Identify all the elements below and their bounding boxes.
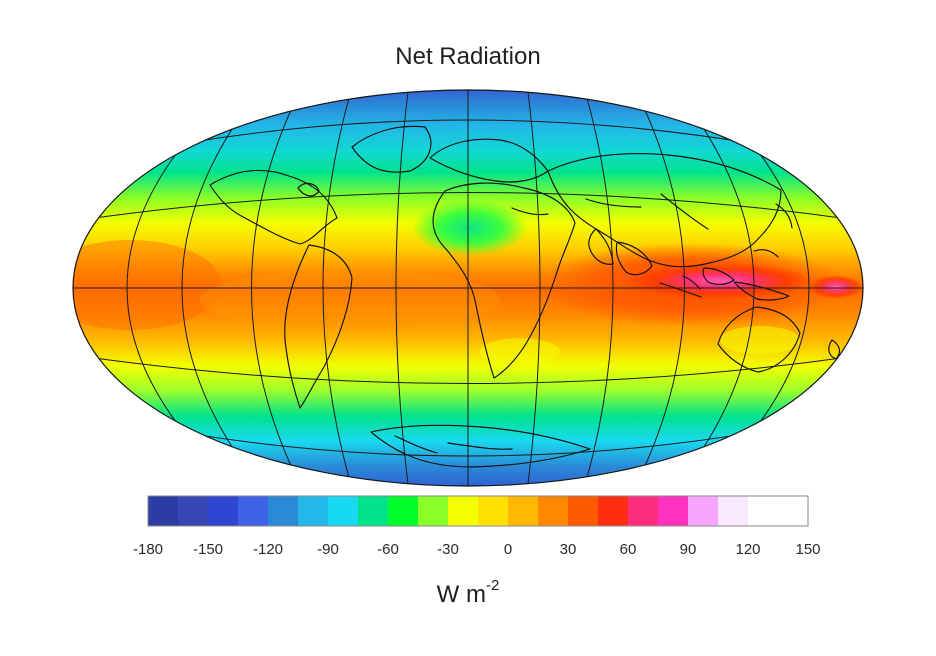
colorbar-bin-3 <box>208 496 238 526</box>
legend-tick-120: 120 <box>735 541 761 558</box>
colorbar-bin-4 <box>238 496 268 526</box>
colorbar-bin-14 <box>538 496 568 526</box>
colorbar-bin-12 <box>478 496 508 526</box>
graticule <box>73 90 863 486</box>
legend-tick-minus-150: -150 <box>192 541 224 558</box>
colorbar-bin-18 <box>658 496 688 526</box>
legend-tick-minus-30: -30 <box>437 541 459 558</box>
colorbar-bin-13 <box>508 496 538 526</box>
colorbar-bin-8 <box>358 496 388 526</box>
legend-units: W m-2 <box>0 574 936 610</box>
colorbar-bin-7 <box>328 496 358 526</box>
map-outline <box>72 89 864 487</box>
coastlines <box>209 125 841 468</box>
colorbar-bin-11 <box>448 496 478 526</box>
colorbar-bin-5 <box>268 496 298 526</box>
colorbar-frame <box>147 495 809 527</box>
colorbar-bin-2 <box>178 496 208 526</box>
legend-tick-60: 60 <box>619 541 637 558</box>
colorbar-bin-15 <box>568 496 598 526</box>
colorbar-bin-9 <box>388 496 418 526</box>
legend-tick-30: 30 <box>559 541 577 558</box>
colorbar <box>147 495 809 527</box>
colorbar-bin-20 <box>718 496 748 526</box>
legend-tick-minus-90: -90 <box>317 541 339 558</box>
chart-title: Net Radiation <box>395 43 541 70</box>
colorbar-bin-17 <box>628 496 658 526</box>
legend-tick-150: 150 <box>795 541 821 558</box>
legend-units-base: W m <box>436 581 486 608</box>
colorbar-bin-19 <box>688 496 718 526</box>
legend-tick-minus-60: -60 <box>377 541 399 558</box>
legend-tick-minus-180: -180 <box>132 541 164 558</box>
colorbar-bin-16 <box>598 496 628 526</box>
colorbar-bin-10 <box>418 496 448 526</box>
legend-tick-0: 0 <box>503 541 513 558</box>
legend-units-exponent: -2 <box>485 577 500 594</box>
legend-tick-minus-120: -120 <box>252 541 284 558</box>
colorbar-bin-1 <box>148 496 178 526</box>
colorbar-bin-6 <box>298 496 328 526</box>
legend-tick-90: 90 <box>679 541 697 558</box>
